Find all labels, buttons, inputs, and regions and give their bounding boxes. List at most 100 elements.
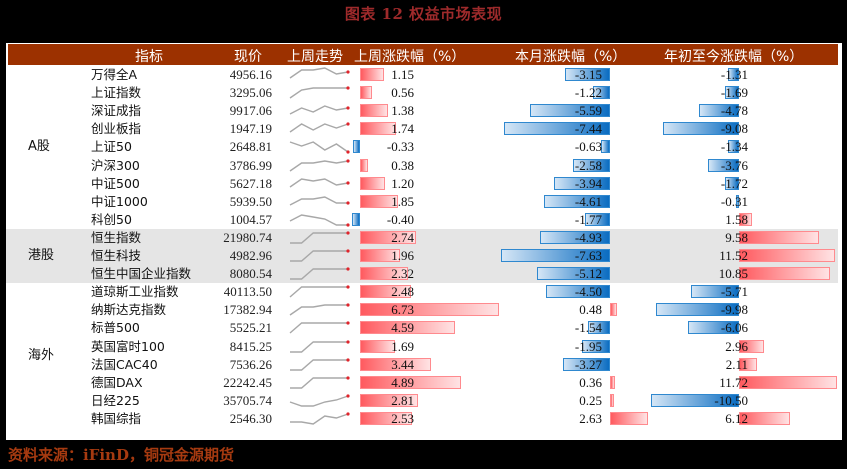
week-change-bar — [360, 393, 418, 407]
table-row: 法国CAC40 7536.26 3.44 -3.27 2.11 — [6, 356, 838, 374]
table-row: 中证1000 5939.50 1.85 -4.61 -0.31 — [6, 193, 838, 211]
month-change-bar — [563, 357, 610, 371]
ytd-change-bar — [739, 411, 791, 425]
week-change-value: 0.56 — [391, 85, 414, 101]
month-change-value: -7.63 — [574, 248, 602, 263]
ytd-change-bar — [707, 158, 739, 172]
month-change-value: -4.93 — [574, 229, 602, 245]
weekly-trend-sparkline — [286, 175, 356, 193]
current-price: 4956.16 — [229, 67, 272, 82]
month-change-bar — [600, 140, 610, 154]
month-change-value: 2.63 — [579, 410, 602, 426]
week-change-value: 4.59 — [391, 320, 414, 336]
month-change-value: -7.44 — [574, 121, 602, 137]
ytd-change-bar — [688, 321, 739, 335]
month-change-bar — [553, 176, 610, 190]
week-change-value: 4.89 — [391, 374, 414, 390]
month-change-bar — [544, 194, 610, 208]
week-change-value: 2.32 — [391, 266, 414, 282]
current-price: 5627.18 — [229, 175, 272, 191]
ytd-change-bar — [663, 122, 739, 136]
ytd-change-value: -1.34 — [720, 139, 748, 155]
week-change-value: 1.96 — [391, 248, 414, 263]
table-row: 上证50 2648.81 -0.33 -0.63 -1.34 — [6, 138, 838, 156]
ytd-change-bar — [651, 393, 739, 407]
current-price: 5939.50 — [229, 193, 272, 209]
current-price: 1947.19 — [229, 121, 272, 137]
figure-title: 图表 12 权益市场表现 — [344, 5, 503, 23]
month-change-value: -2.58 — [574, 157, 602, 173]
month-change-value: -5.59 — [574, 103, 602, 119]
month-change-bar — [500, 249, 610, 262]
week-change-value: 0.38 — [391, 157, 414, 173]
current-price: 22242.45 — [223, 374, 272, 390]
table-row: 中证500 5627.18 1.20 -3.94 -1.72 — [6, 175, 838, 193]
month-change-value: -1.54 — [574, 320, 602, 336]
weekly-trend-sparkline — [286, 102, 356, 120]
current-price: 5525.21 — [229, 320, 272, 336]
weekly-trend-sparkline — [286, 265, 356, 283]
current-price: 2648.81 — [229, 139, 272, 155]
month-change-bar — [587, 321, 610, 335]
index-name: 深证成指 — [91, 103, 142, 119]
month-change-bar — [584, 212, 610, 226]
ytd-change-value: -1.72 — [720, 175, 748, 191]
weekly-trend-sparkline — [286, 392, 356, 410]
weekly-trend-sparkline — [286, 66, 356, 84]
ytd-change-bar — [655, 303, 739, 317]
week-change-bar — [360, 375, 461, 389]
month-change-bar — [610, 411, 648, 425]
group-label: A股 — [28, 139, 50, 155]
hk-group-background — [6, 228, 838, 284]
month-change-bar — [582, 339, 610, 353]
week-change-bar — [360, 285, 412, 299]
index-name: 科创50 — [91, 211, 132, 227]
week-change-value: 6.73 — [391, 302, 414, 318]
table-row: 深证成指 9917.06 1.38 -5.59 -4.78 — [6, 102, 838, 120]
week-change-bar — [360, 411, 413, 425]
month-change-value: -1.95 — [574, 338, 602, 354]
current-price: 7536.26 — [229, 356, 272, 372]
week-change-value: 1.20 — [391, 175, 414, 191]
current-price: 35705.74 — [223, 392, 272, 408]
week-change-bar — [360, 86, 372, 100]
week-change-bar — [360, 158, 368, 172]
month-change-bar — [592, 86, 610, 100]
weekly-trend-sparkline — [286, 283, 356, 301]
ytd-change-bar — [739, 212, 753, 226]
table-row: 德国DAX 22242.45 4.89 0.36 11.72 — [6, 374, 838, 392]
table-row: 恒生中国企业指数 8080.54 2.32 -5.12 10.85 — [6, 265, 838, 283]
group-label: 海外 — [28, 347, 55, 363]
ytd-change-bar — [699, 104, 739, 118]
month-change-bar — [539, 230, 610, 244]
month-change-bar — [610, 303, 617, 317]
week-change-bar — [360, 357, 431, 371]
weekly-trend-sparkline — [286, 211, 356, 229]
header-month-change: 本月涨跌幅（%） — [515, 49, 627, 65]
week-change-value: 1.69 — [391, 338, 414, 354]
ytd-change-bar — [691, 285, 739, 299]
week-change-value: 2.81 — [391, 392, 414, 408]
ytd-change-value: 2.11 — [725, 356, 748, 372]
index-name: 德国DAX — [91, 374, 143, 390]
month-change-value: -3.94 — [574, 175, 602, 191]
table-row: 道琼斯工业指数 40113.50 2.48 -4.50 -5.71 — [6, 283, 838, 301]
index-name: 恒生科技 — [91, 248, 142, 263]
weekly-trend-sparkline — [286, 410, 356, 428]
weekly-trend-sparkline — [286, 247, 356, 265]
month-change-value: -4.61 — [574, 193, 602, 209]
current-price: 2546.30 — [229, 410, 272, 426]
week-change-bar — [360, 267, 408, 281]
ytd-change-value: -5.71 — [720, 284, 748, 300]
weekly-trend-sparkline — [286, 138, 356, 156]
ytd-change-bar — [739, 249, 836, 262]
weekly-trend-sparkline — [286, 319, 356, 337]
week-change-value: 3.44 — [391, 356, 414, 372]
current-price: 1004.57 — [229, 211, 272, 227]
month-change-bar — [536, 267, 610, 281]
month-change-value: -5.12 — [574, 266, 602, 282]
weekly-trend-sparkline — [286, 301, 356, 319]
header-price: 现价 — [234, 49, 262, 65]
current-price: 17382.94 — [223, 302, 272, 318]
month-change-bar — [610, 393, 614, 407]
